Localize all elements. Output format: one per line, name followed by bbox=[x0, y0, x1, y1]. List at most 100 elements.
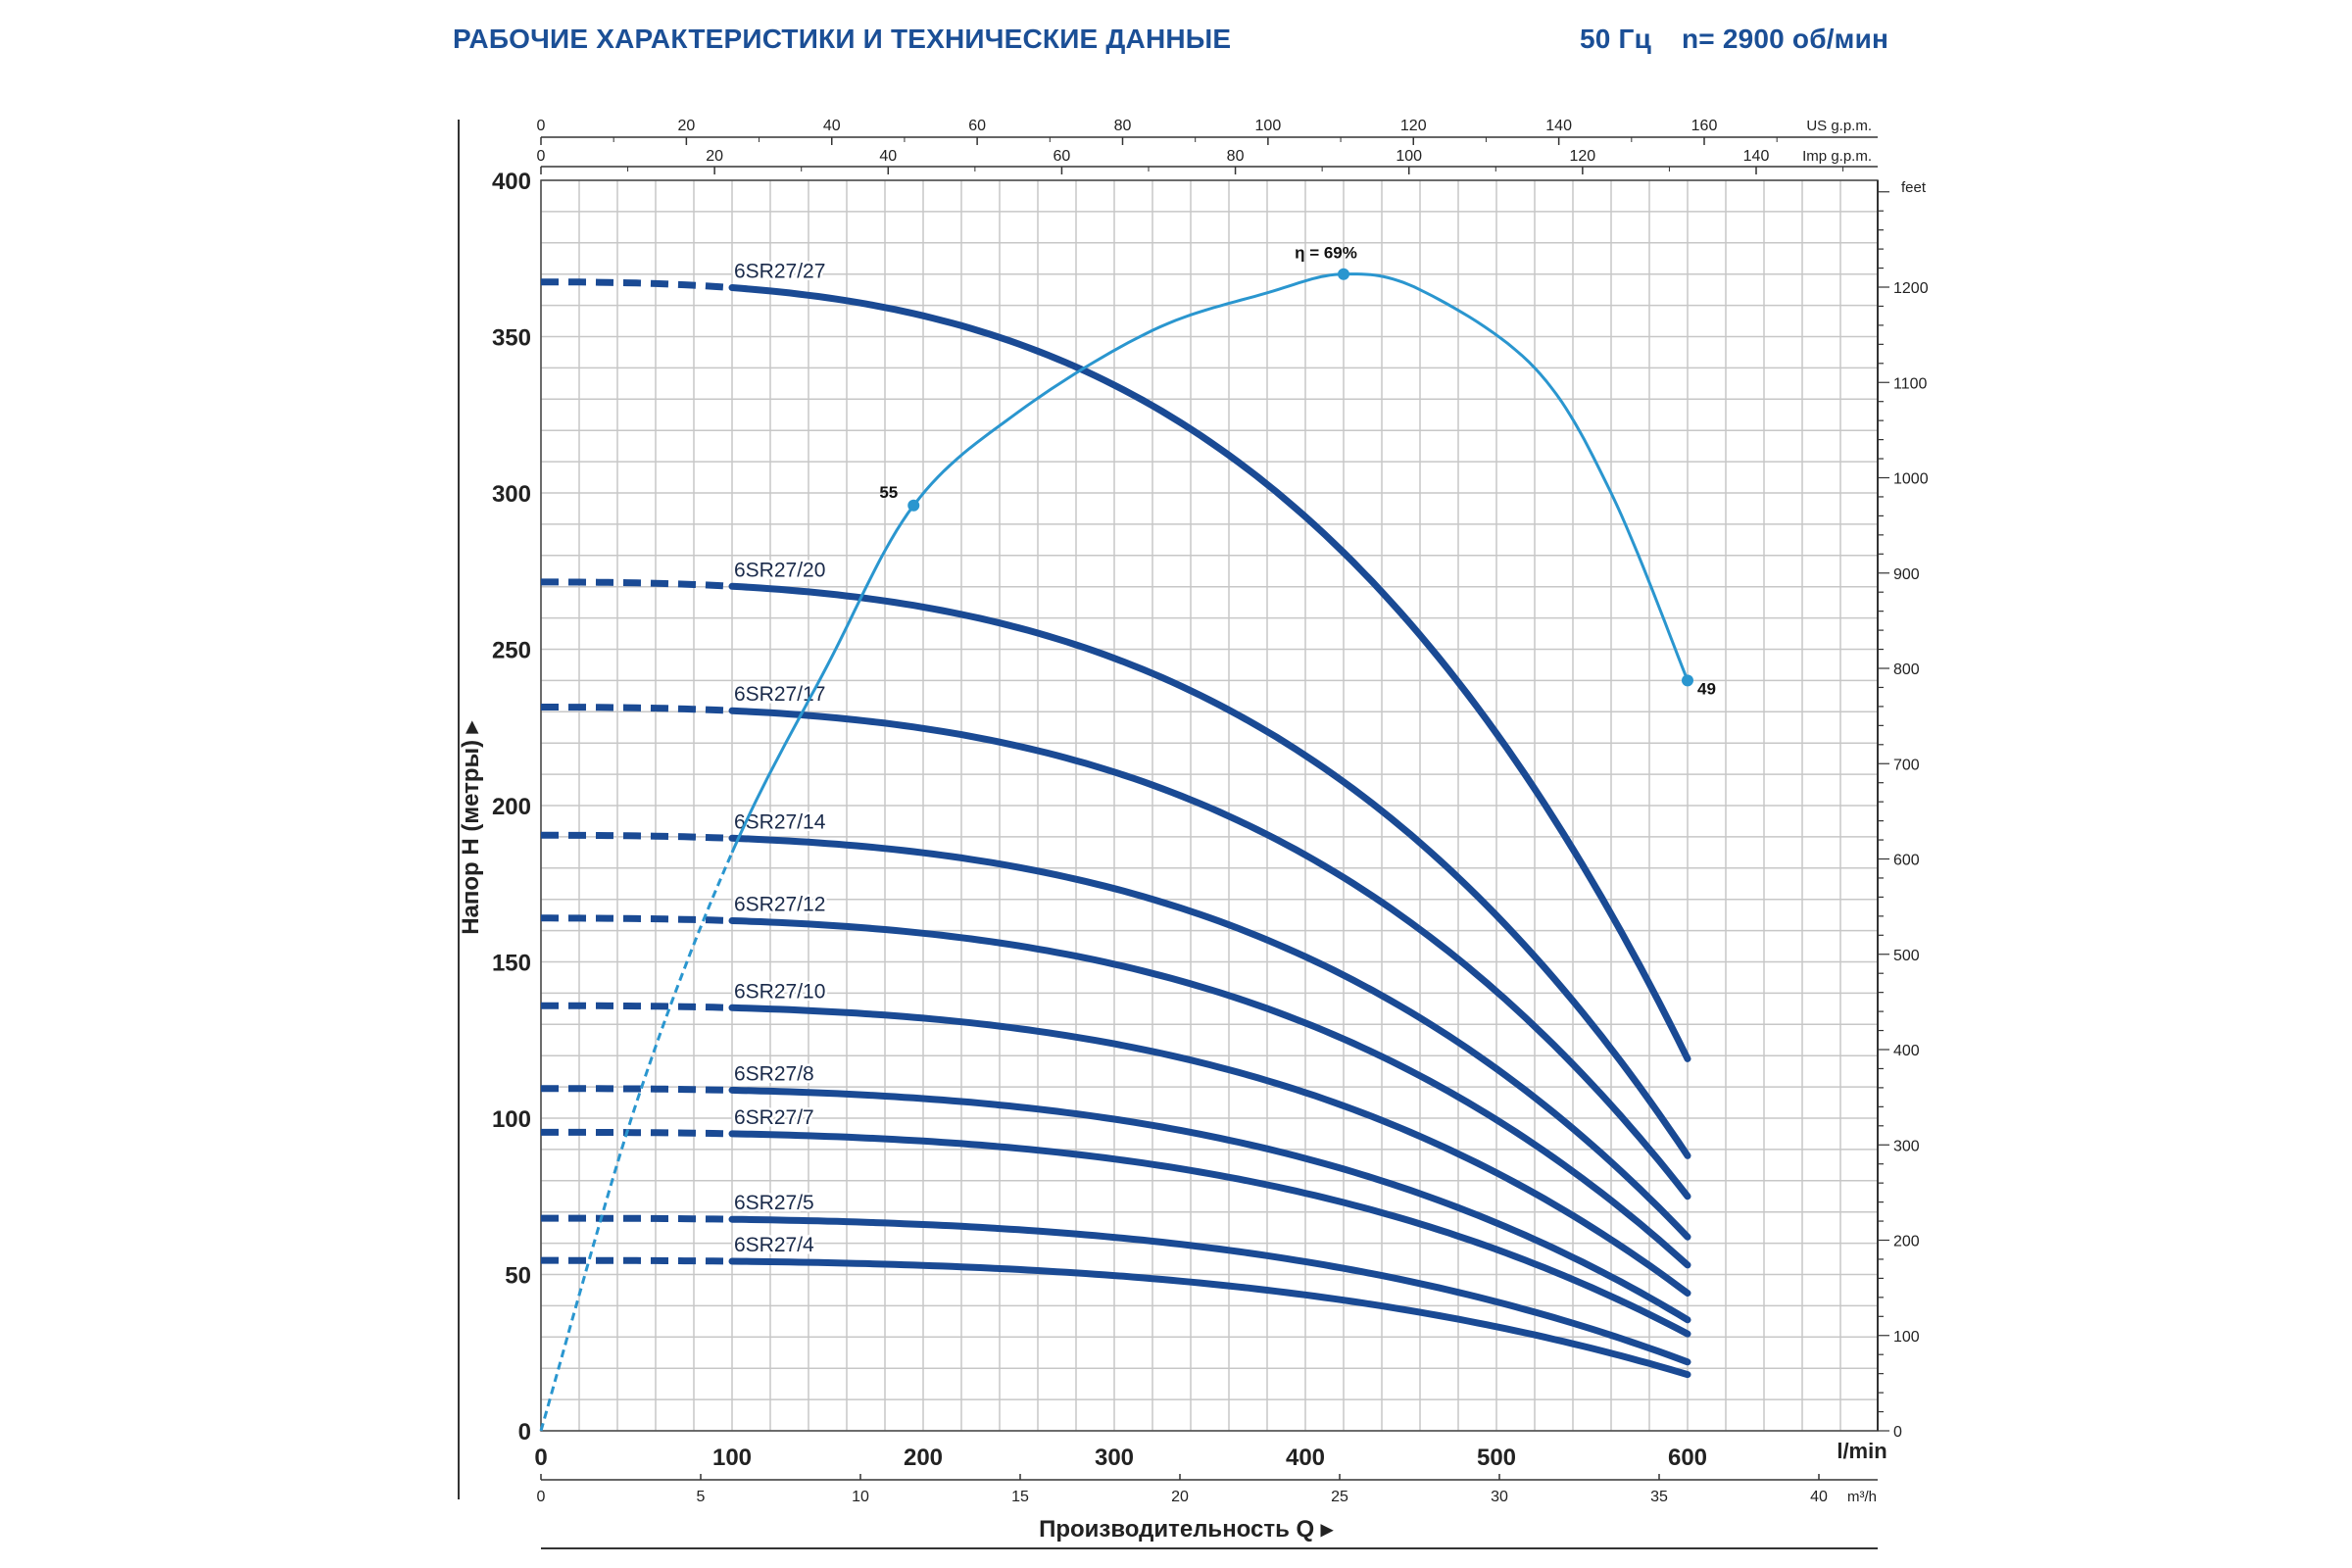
m3h-tick-label: 25 bbox=[1331, 1489, 1348, 1505]
us-gpm-tick-label: 160 bbox=[1691, 118, 1718, 134]
curve-dashed-segment bbox=[541, 914, 733, 924]
efficiency-marker-label: 55 bbox=[879, 483, 898, 502]
x-tick-label: 200 bbox=[904, 1445, 943, 1471]
m3h-tick-label: 0 bbox=[537, 1489, 546, 1505]
efficiency-marker bbox=[1682, 674, 1693, 687]
m3h-tick-label: 5 bbox=[697, 1489, 706, 1505]
x-axis-label: Производительность Q ▸ bbox=[1039, 1516, 1334, 1543]
us-gpm-tick-label: 40 bbox=[823, 118, 841, 134]
page-title: РАБОЧИЕ ХАРАКТЕРИСТИКИ И ТЕХНИЧЕСКИЕ ДАН… bbox=[453, 24, 1232, 54]
us-gpm-unit-label: US g.p.m. bbox=[1806, 118, 1872, 134]
series-label: 6SR27/4 bbox=[734, 1234, 814, 1256]
feet-tick-label: 1000 bbox=[1893, 471, 1929, 488]
x-unit-label: l/min bbox=[1837, 1439, 1886, 1463]
y-tick-label: 350 bbox=[492, 325, 531, 352]
series-label: 6SR27/12 bbox=[734, 893, 825, 915]
imp-gpm-tick-label: 0 bbox=[537, 148, 546, 165]
series-label: 6SR27/7 bbox=[734, 1106, 814, 1129]
imp-gpm-tick-label: 40 bbox=[879, 148, 897, 165]
series-label: 6SR27/8 bbox=[734, 1062, 814, 1085]
series-6sr27-5 bbox=[541, 1214, 1691, 1366]
feet-tick-label: 100 bbox=[1893, 1329, 1920, 1346]
feet-tick-label: 400 bbox=[1893, 1043, 1920, 1059]
feet-tick-label: 600 bbox=[1893, 853, 1920, 869]
frequency-label: 50 Гц bbox=[1580, 24, 1652, 54]
series-6sr27-27 bbox=[541, 278, 1691, 1062]
curve-solid-segment bbox=[728, 917, 1691, 1269]
series-label: 6SR27/14 bbox=[734, 810, 826, 833]
m3h-tick-label: 15 bbox=[1011, 1489, 1029, 1505]
series-6sr27-20 bbox=[541, 578, 1691, 1159]
m3h-tick-label: 35 bbox=[1650, 1489, 1668, 1505]
efficiency-dashed-segment bbox=[539, 852, 734, 1432]
curve-dashed-segment bbox=[541, 278, 733, 291]
m3h-tick-label: 40 bbox=[1810, 1489, 1828, 1505]
imp-gpm-tick-label: 60 bbox=[1054, 148, 1071, 165]
feet-tick-label: 1100 bbox=[1893, 375, 1928, 392]
series-6sr27-17 bbox=[541, 704, 1691, 1200]
x-tick-label: 600 bbox=[1668, 1445, 1707, 1471]
feet-tick-label: 800 bbox=[1893, 662, 1920, 678]
x-tick-label: 400 bbox=[1286, 1445, 1325, 1471]
x-tick-label: 100 bbox=[712, 1445, 752, 1471]
curve-dashed-segment bbox=[541, 1214, 733, 1223]
us-gpm-tick-label: 20 bbox=[677, 118, 695, 134]
feet-tick-label: 900 bbox=[1893, 566, 1920, 583]
efficiency-marker bbox=[907, 499, 920, 512]
y-axis-label: Напор H (метры) ▸ bbox=[458, 720, 484, 935]
m3h-unit-label: m³/h bbox=[1847, 1489, 1877, 1505]
curve-solid-segment bbox=[728, 284, 1691, 1062]
x-tick-label: 300 bbox=[1095, 1445, 1134, 1471]
series-6sr27-8 bbox=[541, 1085, 1691, 1324]
us-gpm-tick-label: 120 bbox=[1400, 118, 1427, 134]
speed-label: n= 2900 об/мин bbox=[1682, 24, 1889, 54]
efficiency-marker-label: 49 bbox=[1697, 679, 1716, 698]
curve-solid-segment bbox=[728, 834, 1691, 1241]
curve-dashed-segment bbox=[541, 1256, 733, 1265]
x-tick-label: 500 bbox=[1477, 1445, 1516, 1471]
imp-gpm-tick-label: 100 bbox=[1396, 148, 1422, 165]
y-tick-label: 300 bbox=[492, 481, 531, 508]
curve-dashed-segment bbox=[541, 1128, 733, 1138]
feet-tick-label: 1200 bbox=[1893, 280, 1929, 297]
curve-solid-segment bbox=[728, 582, 1691, 1159]
curve-solid-segment bbox=[728, 1215, 1691, 1366]
us-gpm-tick-label: 0 bbox=[537, 118, 546, 134]
series-label: 6SR27/5 bbox=[734, 1192, 814, 1214]
m3h-tick-label: 30 bbox=[1491, 1489, 1508, 1505]
us-gpm-tick-label: 100 bbox=[1255, 118, 1282, 134]
series-6sr27-10 bbox=[541, 1002, 1691, 1298]
y-tick-label: 250 bbox=[492, 638, 531, 664]
us-gpm-tick-label: 140 bbox=[1545, 118, 1572, 134]
curve-solid-segment bbox=[728, 1086, 1691, 1324]
curve-solid-segment bbox=[728, 707, 1691, 1200]
curve-dashed-segment bbox=[541, 831, 733, 842]
feet-unit-label: feet bbox=[1901, 179, 1927, 196]
series-label: 6SR27/20 bbox=[734, 559, 825, 581]
y-tick-label: 50 bbox=[505, 1263, 531, 1290]
imp-gpm-tick-label: 20 bbox=[706, 148, 723, 165]
series-6sr27-12 bbox=[541, 914, 1691, 1269]
imp-gpm-tick-label: 80 bbox=[1227, 148, 1245, 165]
efficiency-marker-label: η = 69% bbox=[1295, 244, 1357, 263]
curve-solid-segment bbox=[728, 1257, 1691, 1379]
curve-dashed-segment bbox=[541, 1002, 733, 1011]
y-tick-label: 400 bbox=[492, 169, 531, 195]
series-6sr27-4 bbox=[541, 1256, 1691, 1379]
efficiency-marker bbox=[1338, 268, 1349, 280]
curve-solid-segment bbox=[728, 1004, 1691, 1298]
us-gpm-tick-label: 80 bbox=[1114, 118, 1132, 134]
imp-gpm-tick-label: 140 bbox=[1743, 148, 1770, 165]
feet-tick-label: 700 bbox=[1893, 757, 1920, 773]
feet-tick-label: 200 bbox=[1893, 1234, 1920, 1250]
series-6sr27-7 bbox=[541, 1128, 1691, 1338]
efficiency-curve bbox=[539, 268, 1693, 1432]
m3h-tick-label: 20 bbox=[1171, 1489, 1189, 1505]
series-label: 6SR27/10 bbox=[734, 980, 825, 1003]
us-gpm-tick-label: 60 bbox=[968, 118, 986, 134]
y-tick-label: 100 bbox=[492, 1106, 531, 1133]
series-label: 6SR27/27 bbox=[734, 261, 825, 283]
feet-tick-label: 500 bbox=[1893, 948, 1920, 964]
curve-dashed-segment bbox=[541, 578, 733, 590]
